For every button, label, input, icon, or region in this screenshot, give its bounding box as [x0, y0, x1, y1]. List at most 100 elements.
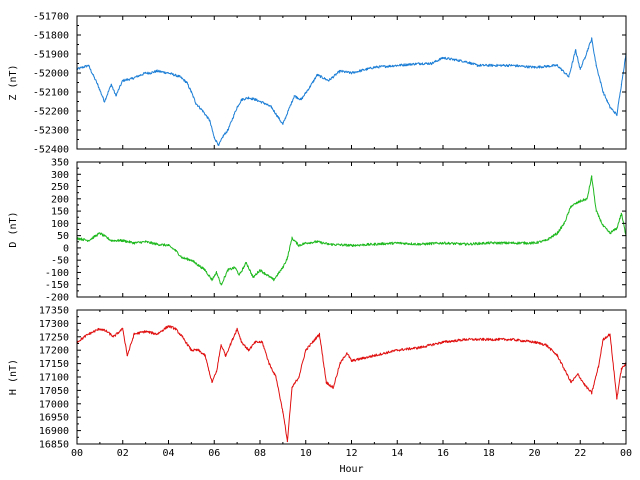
y-axis-label-1: Z (nT) — [8, 64, 19, 100]
data-point-1-7 — [122, 80, 124, 82]
y-tick-label-1-1: -51700 — [33, 12, 69, 23]
data-point-2-30 — [305, 242, 307, 244]
data-point-3-41 — [373, 355, 375, 357]
data-point-2-26 — [282, 266, 284, 269]
data-point-2-31 — [316, 241, 318, 243]
y-tick-label-1-7: -52300 — [33, 126, 69, 137]
data-point-3-38 — [339, 363, 341, 365]
data-point-2-45 — [570, 205, 572, 207]
x-tick-label-2: 02 — [117, 448, 129, 459]
y-tick-label-2-4: 200 — [51, 194, 69, 205]
data-point-1-56 — [609, 106, 611, 108]
data-point-1-21 — [222, 135, 224, 137]
data-point-2-9 — [167, 244, 170, 247]
y-tick-label-2-7: 50 — [57, 231, 69, 242]
data-point-3-55 — [591, 392, 593, 394]
data-point-1-46 — [511, 64, 513, 66]
data-point-1-39 — [419, 62, 421, 65]
data-point-2-19 — [234, 266, 236, 269]
data-point-2-52 — [616, 227, 618, 229]
data-point-2-6 — [133, 242, 135, 244]
data-point-3-52 — [570, 381, 572, 383]
y-tick-label-3-11: 16850 — [39, 440, 69, 451]
data-point-1-42 — [453, 59, 455, 61]
data-point-1-37 — [373, 66, 375, 68]
data-point-1-44 — [476, 64, 478, 66]
y-tick-label-2-8: 0 — [63, 243, 69, 254]
data-point-1-8 — [131, 78, 133, 80]
data-point-1-33 — [316, 74, 318, 76]
data-point-1-26 — [254, 99, 256, 101]
series-trace-3-1 — [76, 325, 627, 443]
data-point-3-58 — [609, 333, 611, 335]
data-point-2-51 — [609, 232, 611, 234]
series-trace-1-1 — [76, 37, 627, 146]
data-point-3-34 — [312, 341, 314, 343]
data-point-1-54 — [595, 64, 597, 66]
data-point-3-36 — [325, 381, 327, 383]
data-point-3-7 — [126, 355, 128, 357]
data-point-3-29 — [282, 411, 284, 413]
y-tick-label-3-2: 17300 — [39, 319, 69, 330]
y-tick-label-2-6: 100 — [51, 219, 69, 230]
data-point-3-5 — [113, 336, 115, 338]
plot-frame-3 — [76, 309, 627, 445]
data-point-2-28 — [291, 237, 293, 239]
data-point-1-24 — [241, 99, 243, 101]
x-tick-label-7: 12 — [345, 448, 357, 459]
data-point-2-37 — [442, 242, 444, 244]
data-point-1-25 — [248, 97, 250, 99]
data-point-1-15 — [190, 91, 192, 93]
x-tick-label-11: 20 — [528, 448, 540, 459]
y-tick-label-3-5: 17150 — [39, 359, 69, 370]
data-point-3-37 — [332, 387, 334, 389]
y-tick-label-2-12: -200 — [45, 293, 69, 304]
data-point-3-8 — [133, 333, 135, 335]
data-point-1-51 — [579, 68, 581, 70]
data-point-2-34 — [373, 243, 375, 245]
data-point-3-26 — [261, 341, 263, 343]
x-tick-label-8: 14 — [391, 448, 403, 459]
data-point-3-48 — [533, 341, 536, 343]
data-point-1-20 — [218, 144, 220, 146]
data-point-2-50 — [602, 225, 604, 227]
data-point-1-52 — [584, 57, 586, 59]
y-tick-label-2-10: -100 — [45, 268, 69, 279]
data-point-2-35 — [396, 242, 398, 244]
data-point-2-38 — [465, 243, 467, 245]
y-tick-label-2-2: 300 — [51, 170, 69, 181]
data-point-1-10 — [149, 72, 151, 74]
data-point-3-16 — [204, 355, 206, 357]
data-point-2-5 — [122, 239, 124, 242]
data-point-3-24 — [248, 349, 250, 351]
data-point-3-46 — [488, 338, 490, 341]
data-point-1-49 — [568, 76, 570, 78]
data-point-1-55 — [602, 91, 604, 93]
data-point-3-45 — [465, 338, 467, 341]
data-point-2-25 — [273, 279, 275, 281]
data-point-3-51 — [563, 368, 565, 370]
data-point-1-40 — [431, 62, 433, 65]
data-point-1-41 — [442, 57, 444, 59]
data-point-1-29 — [282, 123, 284, 125]
data-point-3-31 — [291, 387, 293, 389]
data-point-3-11 — [167, 325, 170, 327]
data-point-3-49 — [545, 344, 547, 346]
data-point-2-22 — [252, 276, 254, 278]
data-point-3-21 — [231, 338, 234, 341]
x-tick-label-13: 00 — [620, 448, 632, 459]
data-point-2-2 — [87, 239, 89, 242]
data-point-1-16 — [195, 102, 197, 104]
data-point-3-13 — [181, 336, 183, 338]
data-point-1-57 — [616, 114, 618, 116]
data-point-3-57 — [602, 338, 604, 341]
y-tick-label-3-9: 16950 — [39, 413, 69, 424]
data-point-2-21 — [245, 262, 247, 264]
data-point-1-45 — [488, 64, 490, 66]
data-point-1-18 — [209, 119, 211, 122]
data-point-2-32 — [328, 243, 330, 245]
data-point-3-60 — [620, 368, 623, 370]
data-point-2-40 — [511, 242, 513, 244]
data-point-2-12 — [190, 259, 192, 261]
data-point-1-13 — [179, 76, 181, 78]
